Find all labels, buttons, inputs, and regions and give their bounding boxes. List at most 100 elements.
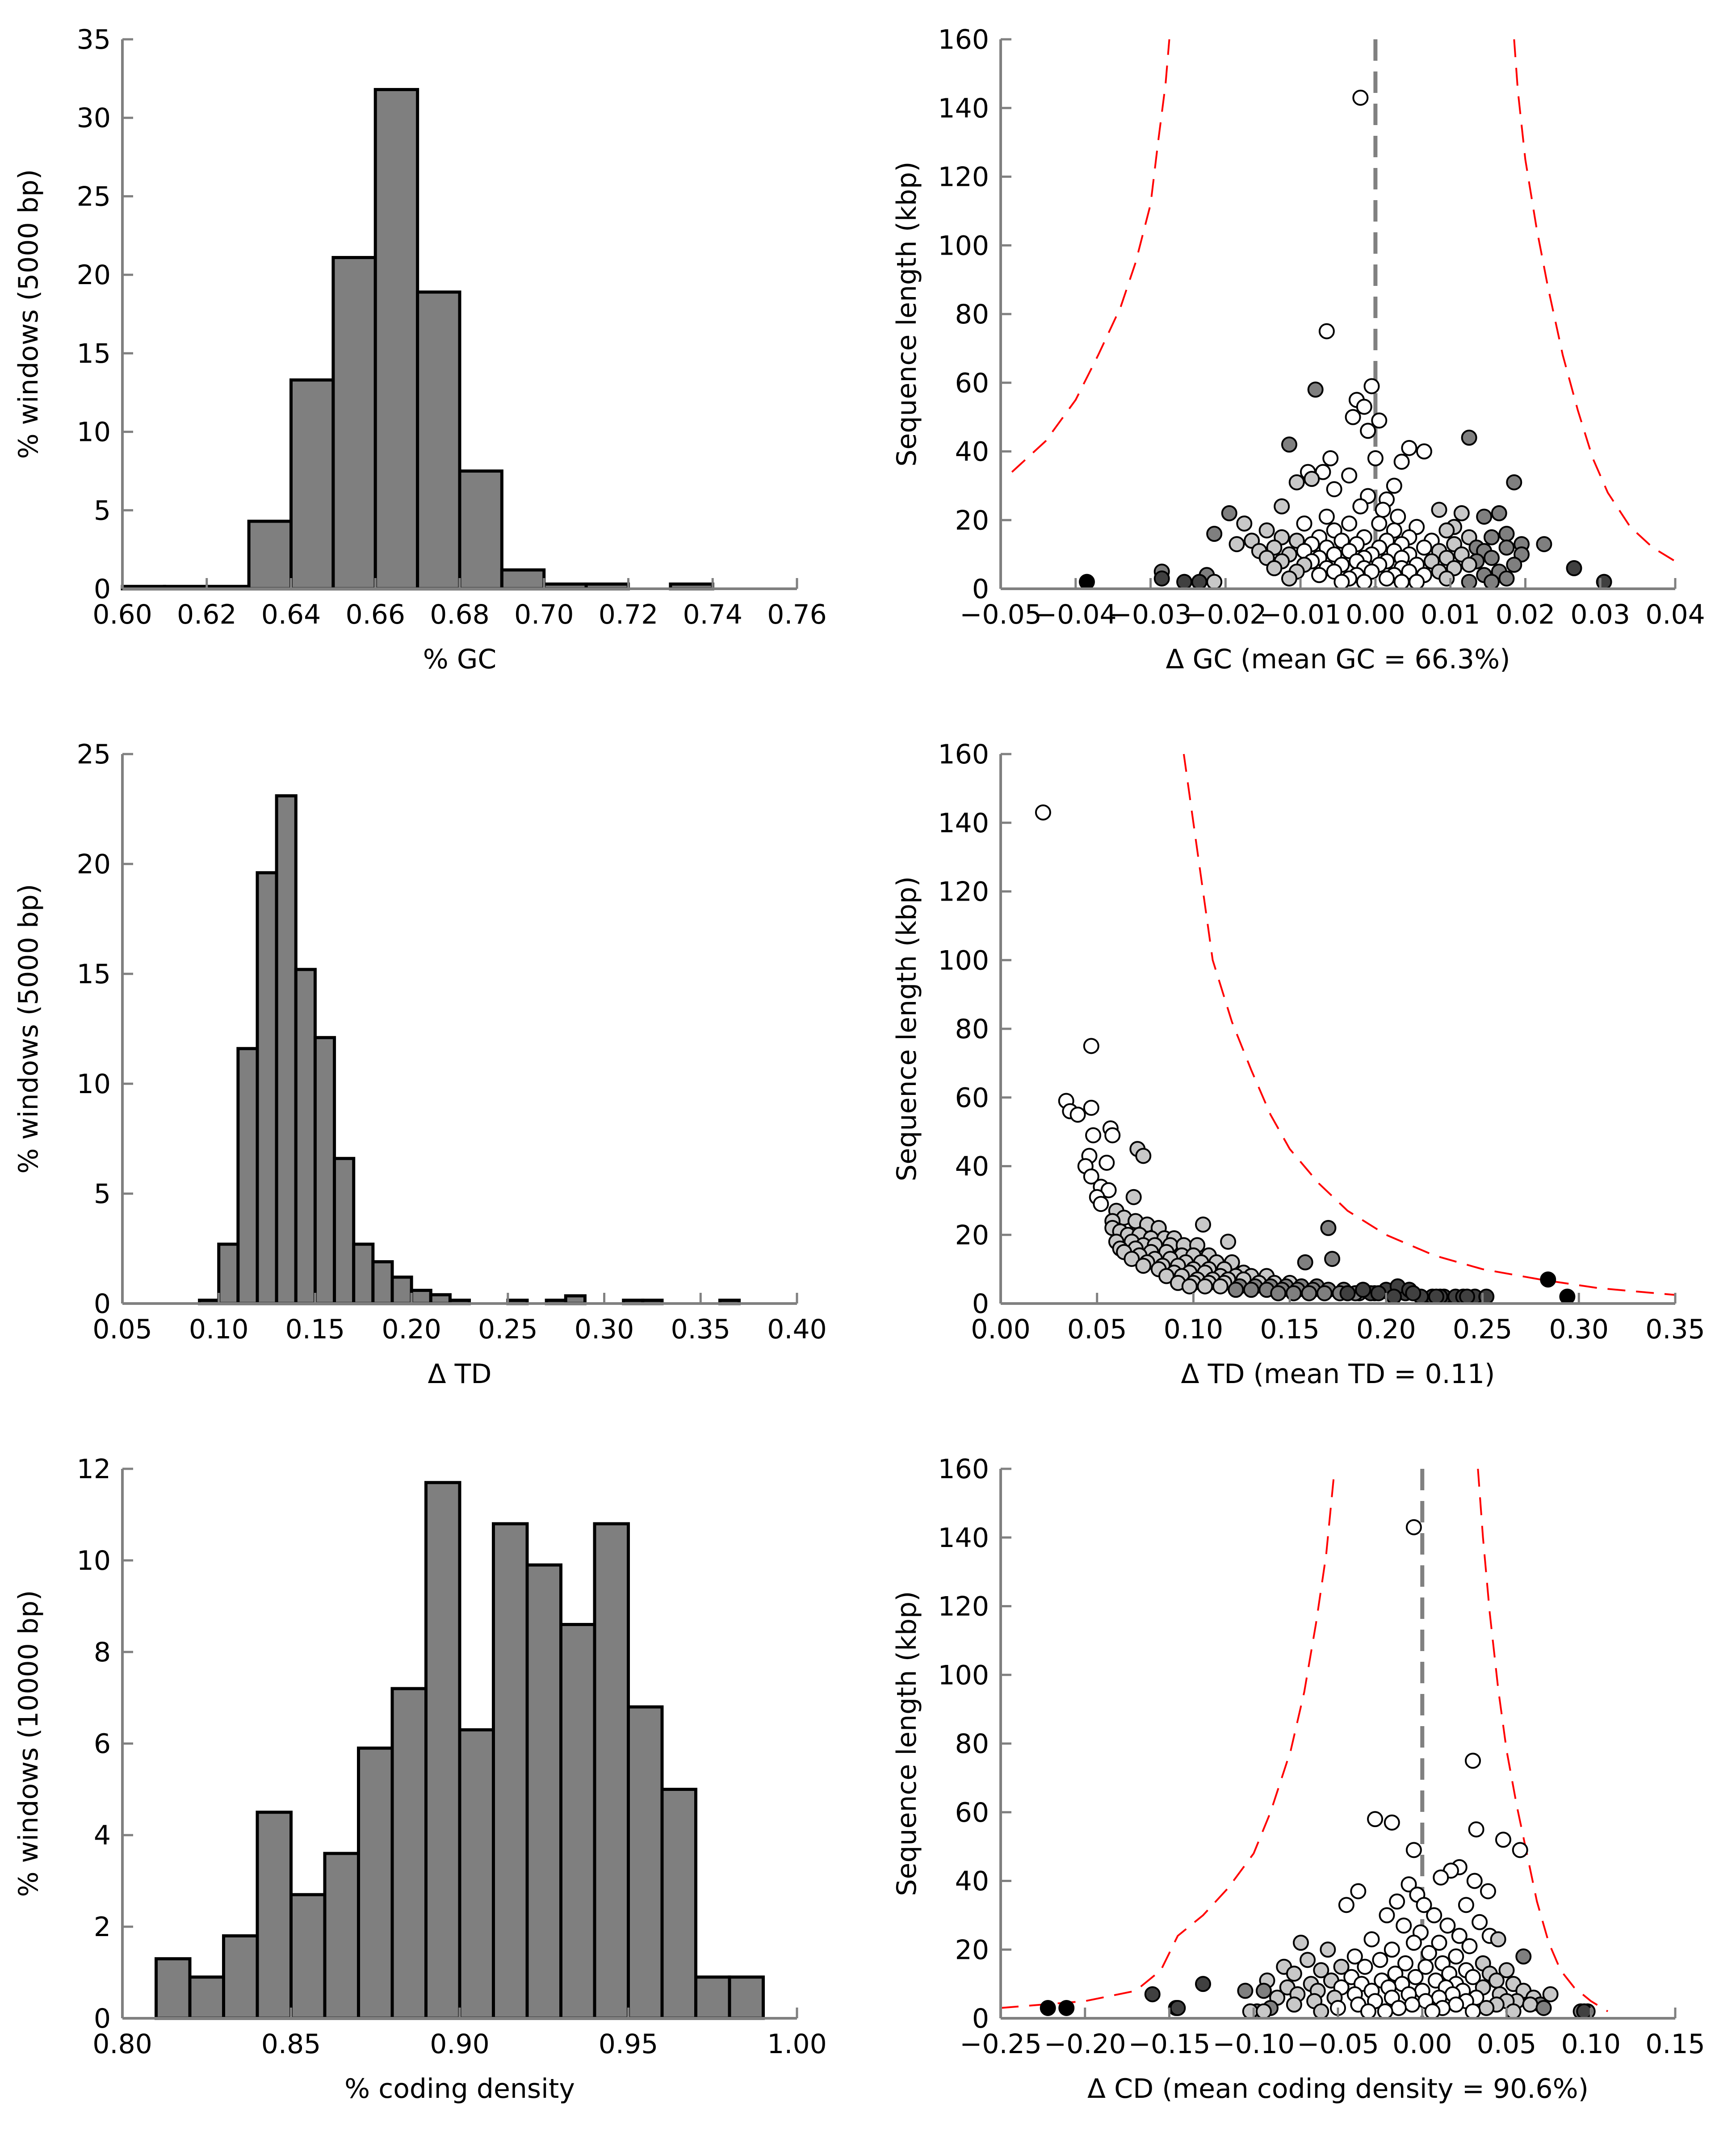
scatter-cd-point: [1535, 2000, 1552, 2016]
scatter-gc-points: [1078, 89, 1612, 590]
hist-td-xlabel: Δ TD: [428, 1358, 492, 1390]
scatter-td-point: [1085, 1127, 1102, 1144]
scatter-gc-point: [1345, 409, 1361, 425]
scatter-td-x-tick-label: 0.30: [1549, 1314, 1609, 1345]
scatter-gc-point: [1307, 381, 1324, 398]
scatter-gc-ylabel: Sequence length (kbp): [891, 161, 923, 466]
scatter-gc-point: [1393, 453, 1410, 470]
scatter-td-x-tick-label: 0.35: [1645, 1314, 1705, 1345]
scatter-gc-point: [1176, 574, 1193, 590]
scatter-td-point: [1540, 1271, 1556, 1288]
hist-cd-bar: [188, 1975, 225, 2020]
scatter-gc-point: [1461, 574, 1477, 590]
hist-gc-x-tick-label: 0.68: [430, 599, 490, 630]
scatter-cd-x-tick-label: 0.05: [1477, 2029, 1537, 2060]
scatter-gc-point: [1333, 574, 1350, 590]
scatter-cd-point: [1407, 1969, 1424, 1985]
scatter-cd-point: [1170, 2000, 1186, 2016]
scatter-td-point: [1220, 1233, 1237, 1250]
scatter-td-y-tick-label: 60: [955, 1082, 989, 1114]
hist-cd-bar: [492, 1522, 529, 2020]
scatter-cd-point: [1404, 1996, 1421, 2013]
hist-gc-xlabel: % GC: [423, 644, 496, 675]
scatter-gc-point: [1536, 536, 1552, 553]
hist-cd-bar: [559, 1623, 596, 2020]
scatter-td-point: [1069, 1107, 1086, 1123]
scatter-cd-x-tick-label: 0.10: [1561, 2029, 1621, 2060]
hist-td-bar: [390, 1275, 413, 1305]
scatter-gc-point: [1318, 508, 1335, 525]
scatter-gc-point: [1401, 440, 1417, 456]
scatter-gc-point: [1476, 508, 1493, 525]
scatter-td-point: [1197, 1278, 1213, 1295]
scatter-td-point: [1320, 1220, 1337, 1236]
scatter-cd-point: [1448, 1948, 1464, 1965]
scatter-td-point: [1100, 1182, 1117, 1199]
hist-td-x-tick-label: 0.15: [285, 1314, 345, 1345]
hist-gc-bars: [121, 88, 714, 591]
scatter-cd-point: [1490, 1931, 1506, 1948]
hist-cd-bar: [323, 1852, 360, 2020]
scatter-cd-point: [1461, 1938, 1478, 1954]
hist-gc-x-tick-label: 0.60: [92, 599, 152, 630]
scatter-gc-y-tick-label: 80: [955, 299, 989, 330]
scatter-gc-point: [1363, 378, 1380, 394]
hist-gc-bar: [289, 378, 335, 591]
scatter-cd-point: [1397, 1955, 1413, 1971]
scatter-cd-point: [1448, 1996, 1464, 2013]
hist-gc-x-tick-label: 0.76: [767, 599, 827, 630]
hist-gc-bar: [247, 520, 293, 591]
hist-td-y-tick-label: 20: [77, 849, 111, 880]
scatter-gc-point: [1341, 467, 1358, 484]
scatter-td-y-tick-label: 80: [955, 1014, 989, 1045]
scatter-td-point: [1459, 1288, 1476, 1305]
hist-cd-bar: [458, 1728, 495, 2020]
scatter-td-point: [1285, 1285, 1302, 1301]
panel-hist-gc: 0.60 0.62 0.64 0.66 0.68 0.70 0.72 0.74 0.76 0 5 10…: [13, 24, 827, 675]
scatter-cd-point: [1498, 1962, 1515, 1979]
scatter-td-curves: [1182, 754, 1676, 1296]
scatter-cd-point: [1390, 2000, 1407, 2016]
scatter-gc-y-tick-label: 120: [938, 162, 989, 193]
scatter-td-point: [1370, 1285, 1387, 1301]
scatter-cd-xlabel: Δ CD (mean coding density = 90.6%): [1087, 2073, 1589, 2104]
hist-cd-xlabel: % coding density: [344, 2073, 575, 2104]
scatter-gc-point: [1506, 474, 1522, 490]
hist-cd-bar: [694, 1975, 731, 2020]
scatter-cd-point: [1439, 1917, 1456, 1934]
scatter-gc-point: [1379, 570, 1395, 587]
scatter-td-point: [1125, 1189, 1142, 1205]
hist-td-x-tick-label: 0.10: [189, 1314, 249, 1345]
hist-gc-y-tick-label: 5: [94, 495, 111, 526]
hist-cd-bar: [357, 1746, 394, 2020]
hist-gc-axes: 0.60 0.62 0.64 0.66 0.68 0.70 0.72 0.74 0.76 0 5 10…: [77, 24, 827, 630]
scatter-cd-point: [1451, 1928, 1468, 1944]
scatter-td-y-tick-label: 120: [938, 876, 989, 908]
scatter-cd-point: [1416, 1897, 1432, 1913]
scatter-cd-point: [1058, 2000, 1075, 2016]
hist-cd-y-tick-label: 0: [94, 2003, 111, 2034]
hist-gc-x-tick-label: 0.62: [177, 599, 237, 630]
scatter-cd-point: [1313, 1962, 1329, 1979]
scatter-td-point: [1083, 1168, 1099, 1185]
scatter-cd-point: [1466, 1873, 1483, 1889]
hist-td-y-tick-label: 25: [77, 739, 111, 770]
scatter-cd-point: [1488, 1972, 1505, 1989]
scatter-gc-point: [1483, 529, 1500, 545]
hist-gc-x-tick-label: 0.74: [683, 599, 742, 630]
hist-cd-x-tick-label: 1.00: [767, 2029, 827, 2060]
panel-hist-cd: 0.80 0.85 0.90 0.95 1.00 0 2 4 6 8 10 12 % coding d…: [13, 1454, 827, 2104]
hist-td-x-tick-label: 0.25: [478, 1314, 538, 1345]
hist-td-y-tick-label: 5: [94, 1178, 111, 1210]
scatter-cd-point: [1389, 1893, 1405, 1910]
scatter-cd-point: [1512, 1842, 1528, 1858]
scatter-td-point: [1559, 1288, 1576, 1305]
scatter-cd-point: [1372, 1952, 1388, 1968]
scatter-td-point: [1228, 1282, 1244, 1298]
hist-cd-bar: [390, 1687, 428, 2020]
panel-scatter-gc: −0.05−0.04−0.03−0.02−0.01 0.00 0.01 0.02 0.0…: [891, 24, 1705, 675]
scatter-gc-point: [1322, 450, 1339, 466]
scatter-td-x-tick-label: 0.05: [1067, 1314, 1127, 1345]
scatter-gc-curve-left-bound-line: [1011, 39, 1170, 473]
scatter-gc-point: [1506, 557, 1522, 573]
